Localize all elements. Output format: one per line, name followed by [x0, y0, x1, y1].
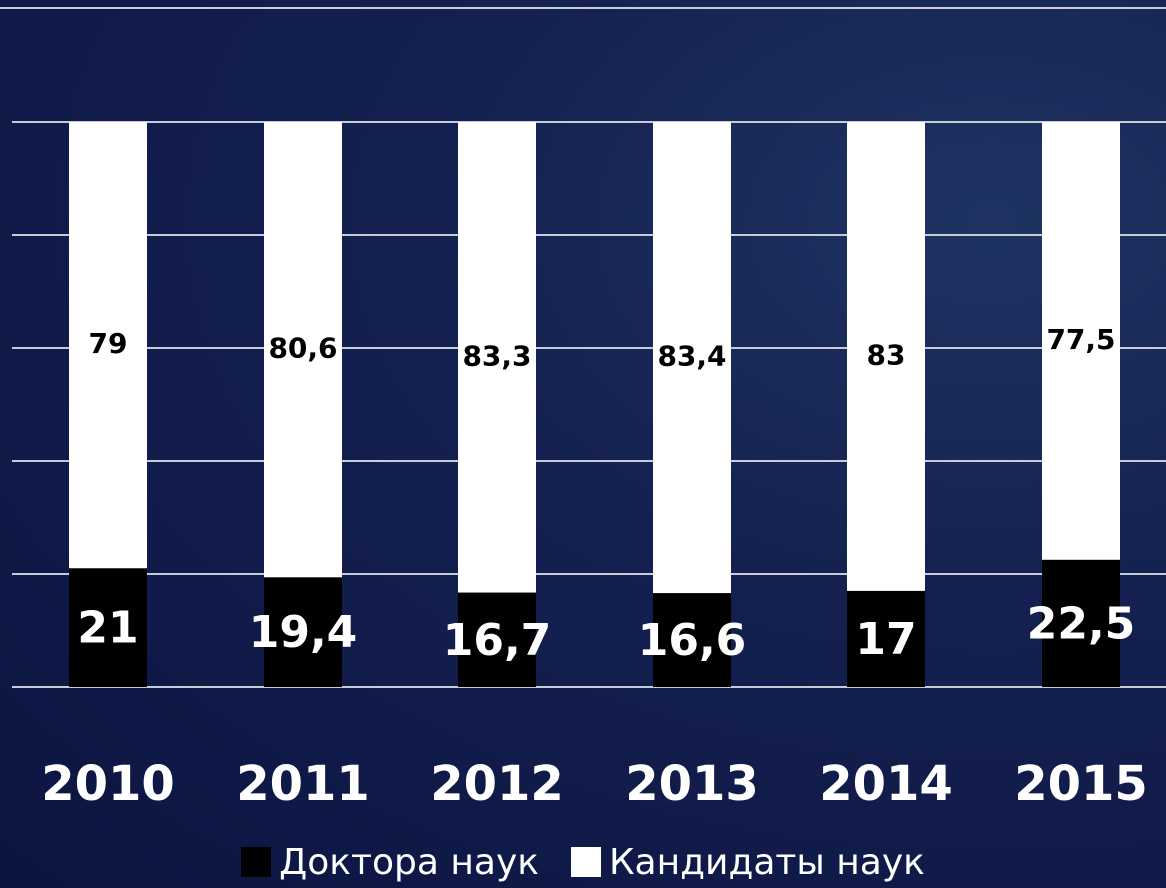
legend-label-doctors: Доктора наук	[279, 841, 539, 883]
x-tick-label-2010: 2010	[41, 756, 175, 812]
data-label-doctors-2015: 22,5	[1027, 598, 1136, 649]
bar-candidates-2010	[69, 122, 147, 569]
x-tick-label-2012: 2012	[430, 756, 564, 812]
legend-swatch-doctors	[241, 847, 272, 877]
data-label-doctors-2013: 16,6	[638, 615, 747, 666]
stacked-bar-chart: 79 21 2010 80,6 19,4 2011 83,3 16,7 2012 83,4 16,6…	[0, 7, 1166, 812]
data-label-candidates-2011: 80,6	[268, 332, 337, 365]
bar-doctors-2011	[264, 577, 342, 687]
x-tick-label-2013: 2013	[625, 756, 759, 812]
data-label-doctors-2011: 19,4	[249, 607, 358, 658]
bar-doctors-2010	[69, 568, 147, 687]
legend-label-candidates: Кандидаты наук	[609, 841, 925, 883]
legend-item-doctors: Доктора наук	[241, 842, 539, 883]
bar-candidates-2015	[1042, 122, 1120, 560]
bar-candidates-2011	[264, 122, 342, 578]
data-label-candidates-2012: 83,3	[462, 339, 531, 372]
bar-candidates-2013	[653, 122, 731, 594]
data-label-candidates-2015: 77,5	[1046, 323, 1115, 356]
bar-doctors-2014	[847, 590, 925, 687]
x-tick-label-2015: 2015	[1014, 756, 1148, 812]
chart-legend: Доктора наук Кандидаты наук	[0, 836, 1166, 888]
data-label-candidates-2010: 79	[89, 327, 128, 360]
bar-candidates-2014	[847, 122, 925, 591]
legend-item-candidates: Кандидаты наук	[571, 842, 925, 883]
legend-swatch-candidates	[571, 847, 601, 877]
bar-candidates-2012	[458, 122, 536, 593]
bar-doctors-2013	[653, 593, 731, 687]
data-label-doctors-2014: 17	[855, 614, 916, 665]
x-tick-label-2011: 2011	[236, 756, 370, 812]
data-label-doctors-2010: 21	[77, 603, 138, 654]
bar-doctors-2012	[458, 592, 536, 687]
data-label-candidates-2013: 83,4	[657, 340, 726, 373]
data-label-doctors-2012: 16,7	[443, 615, 552, 666]
x-tick-label-2014: 2014	[819, 756, 953, 812]
data-label-candidates-2014: 83	[867, 338, 906, 371]
bar-doctors-2015	[1042, 559, 1120, 687]
